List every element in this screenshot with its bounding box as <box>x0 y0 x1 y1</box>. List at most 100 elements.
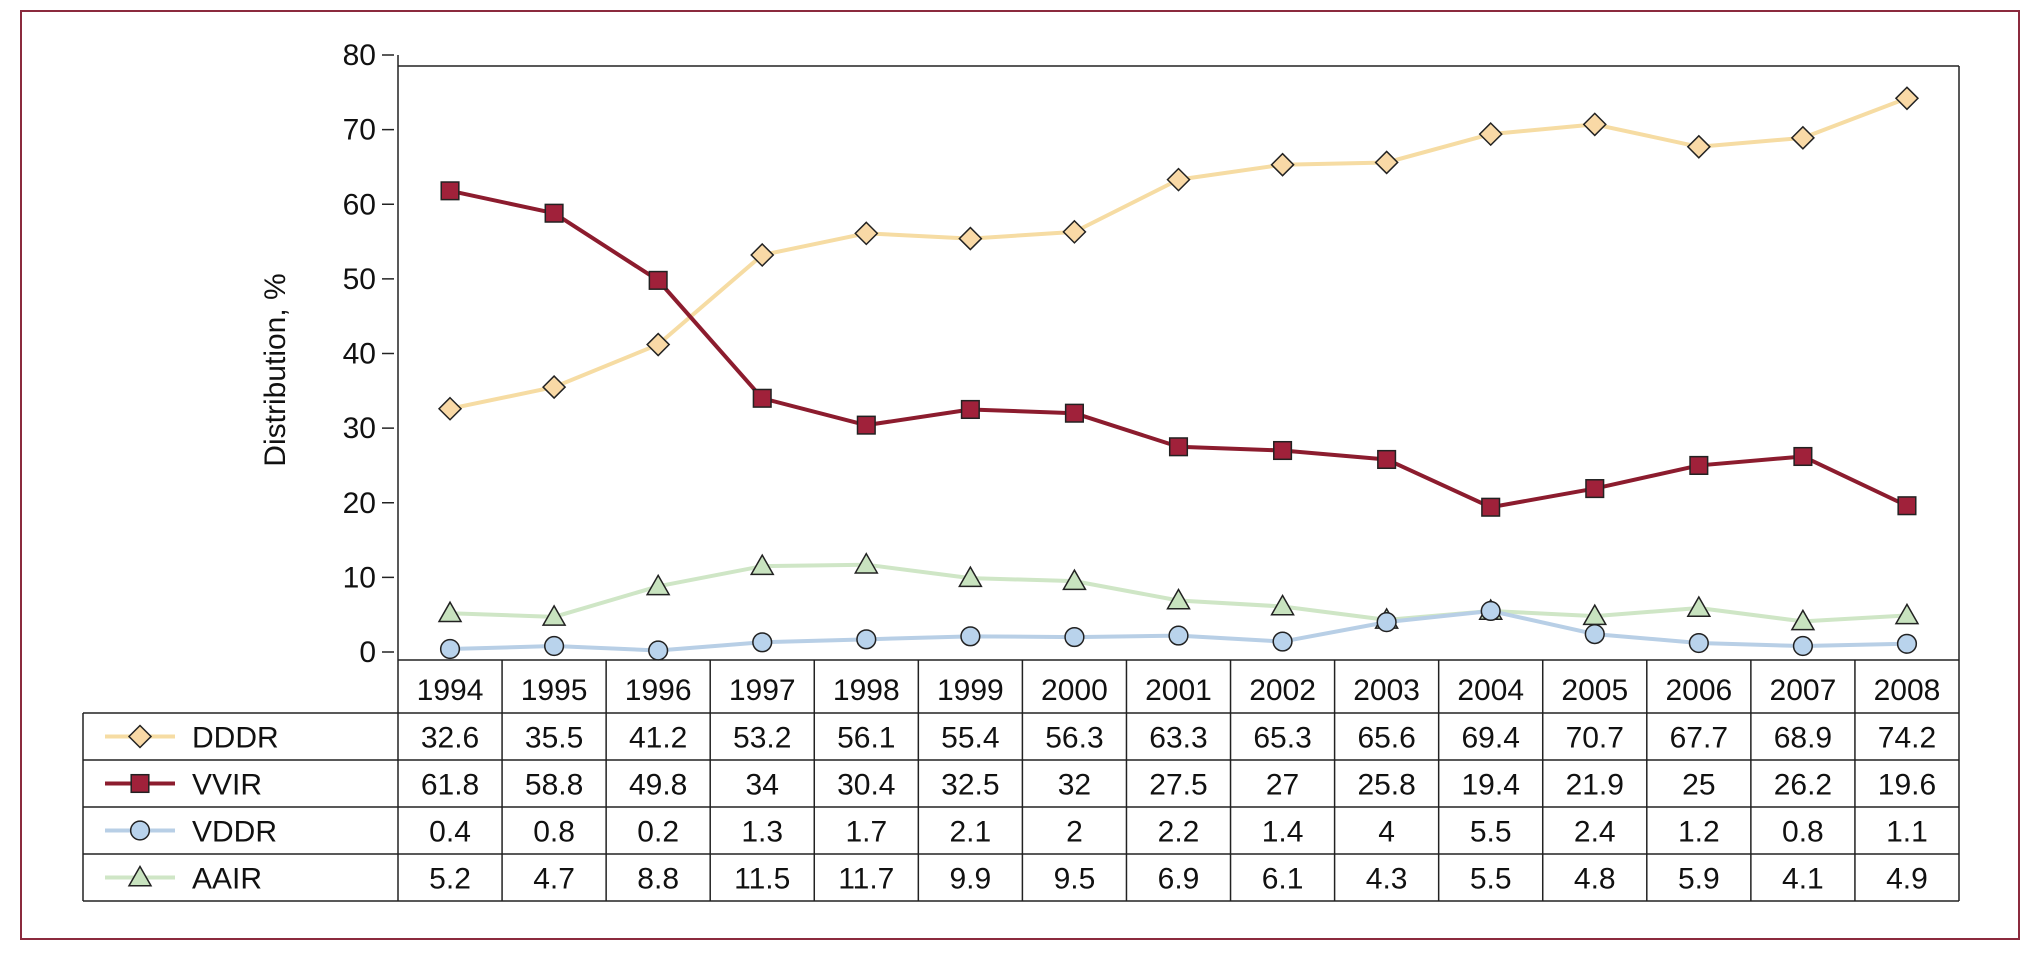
point-dddr-2004 <box>1478 122 1503 147</box>
point-vddr-1999 <box>960 626 981 647</box>
x-tick-label-1995: 1995 <box>521 674 588 707</box>
point-aair-1996 <box>645 573 671 596</box>
point-vddr-2002 <box>1272 631 1293 652</box>
point-aair-1995 <box>541 604 567 626</box>
point-vddr-1998 <box>856 629 877 650</box>
point-vddr-2000 <box>1064 626 1085 648</box>
data-label-aair-2002: 6.1 <box>1262 863 1304 896</box>
data-label-vddr-1997: 1.3 <box>741 816 783 849</box>
data-label-dddr-2003: 65.6 <box>1357 722 1415 755</box>
y-axis-label: Distribution, % <box>259 273 292 466</box>
y-tick-label-70: 70 <box>343 114 376 147</box>
data-label-vddr-1994: 0.4 <box>429 816 471 849</box>
point-dddr-1994 <box>437 396 463 421</box>
y-tick-label-40: 40 <box>343 338 376 371</box>
data-label-vvir-1999: 32.5 <box>941 769 999 802</box>
point-aair-1998 <box>854 552 879 574</box>
x-tick-label-2001: 2001 <box>1145 674 1212 707</box>
point-aair-2000 <box>1062 568 1087 591</box>
point-dddr-2008 <box>1894 86 1920 111</box>
y-tick-label-50: 50 <box>343 263 376 296</box>
data-label-vvir-2008: 19.6 <box>1878 769 1936 802</box>
point-vddr-2006 <box>1688 632 1709 654</box>
point-vddr-2005 <box>1584 623 1605 645</box>
x-tick-label-2008: 2008 <box>1874 674 1941 707</box>
data-label-vddr-2008: 1.1 <box>1886 816 1928 849</box>
data-label-vvir-2003: 25.8 <box>1357 769 1415 802</box>
legend-marker-dddr <box>127 724 153 749</box>
data-label-aair-1998: 11.7 <box>838 863 894 896</box>
series-markers <box>437 86 1920 661</box>
data-label-vddr-2003: 4 <box>1378 816 1395 849</box>
data-label-vvir-1995: 58.8 <box>525 769 583 802</box>
y-tick-label-0: 0 <box>359 636 376 669</box>
data-label-vddr-1999: 2.1 <box>950 816 992 849</box>
x-tick-label-2000: 2000 <box>1041 674 1108 707</box>
point-aair-2008 <box>1894 602 1920 625</box>
data-label-vvir-2000: 32 <box>1058 769 1091 802</box>
legend-label-aair: AAIR <box>192 863 262 896</box>
point-aair-2001 <box>1166 587 1191 610</box>
point-dddr-1997 <box>750 242 775 268</box>
y-tick-label-60: 60 <box>343 188 376 221</box>
point-dddr-2006 <box>1686 134 1711 159</box>
axes: 0 10 20 30 40 50 60 70 80 <box>343 39 1960 669</box>
data-label-dddr-2004: 69.4 <box>1462 722 1520 755</box>
point-vvir-2008 <box>1897 496 1917 516</box>
point-dddr-2007 <box>1790 125 1815 150</box>
data-label-vddr-1996: 0.2 <box>637 816 679 849</box>
point-aair-1994 <box>437 600 463 623</box>
data-label-aair-1996: 8.8 <box>637 863 679 896</box>
point-vddr-2008 <box>1896 633 1918 654</box>
point-aair-2002 <box>1270 593 1295 616</box>
data-label-vvir-2006: 25 <box>1682 769 1715 802</box>
data-label-vddr-2001: 2.2 <box>1158 816 1200 849</box>
data-label-vvir-2001: 27.5 <box>1149 769 1207 802</box>
legend-label-vddr: VDDR <box>192 816 277 849</box>
data-label-dddr-2008: 74.2 <box>1878 722 1936 755</box>
data-label-aair-1997: 11.5 <box>734 863 790 896</box>
point-vvir-2006 <box>1689 455 1709 475</box>
data-label-vvir-1994: 61.8 <box>421 769 479 802</box>
point-dddr-1996 <box>646 332 671 357</box>
data-label-aair-2008: 4.9 <box>1886 863 1928 896</box>
point-vvir-2007 <box>1793 446 1813 467</box>
data-label-aair-2003: 4.3 <box>1366 863 1408 896</box>
legend-marker-vvir <box>130 773 150 794</box>
point-vddr-1997 <box>752 632 773 653</box>
point-dddr-1999 <box>958 226 983 251</box>
point-dddr-2003 <box>1374 150 1399 175</box>
point-dddr-1995 <box>542 375 567 400</box>
data-table: 1994 1995 1996 1997 1998 1999 2000 2001 2002 2003… <box>82 659 1960 902</box>
data-label-dddr-2006: 67.7 <box>1670 722 1728 755</box>
series-line-vvir <box>449 188 1908 510</box>
point-vvir-2001 <box>1168 437 1189 457</box>
data-label-vddr-2000: 2 <box>1066 816 1083 849</box>
data-label-vddr-1998: 1.7 <box>845 816 887 849</box>
data-label-dddr-1995: 35.5 <box>525 722 583 755</box>
data-label-aair-2000: 9.5 <box>1054 863 1096 896</box>
point-vddr-2003 <box>1376 612 1397 633</box>
data-label-vddr-2007: 0.8 <box>1782 816 1824 849</box>
point-dddr-1998 <box>854 221 879 246</box>
point-vvir-2000 <box>1064 403 1084 423</box>
x-tick-label-2006: 2006 <box>1665 674 1732 707</box>
point-vvir-2003 <box>1377 449 1397 470</box>
data-label-aair-1999: 9.9 <box>950 863 992 896</box>
x-tick-label-2002: 2002 <box>1249 674 1316 707</box>
point-vvir-2005 <box>1585 479 1605 499</box>
point-dddr-2005 <box>1582 112 1607 137</box>
data-label-vddr-1995: 0.8 <box>533 816 575 849</box>
point-vvir-1999 <box>960 399 980 420</box>
x-tick-label-1998: 1998 <box>833 674 900 707</box>
legend-marker-vddr <box>129 820 151 841</box>
data-label-aair-2005: 4.8 <box>1574 863 1616 896</box>
point-vvir-1996 <box>648 270 668 290</box>
y-tick-label-80: 80 <box>343 39 376 72</box>
figure-frame <box>20 10 2020 940</box>
y-tick-label-10: 10 <box>343 561 376 594</box>
data-label-vvir-2005: 21.9 <box>1566 769 1624 802</box>
data-label-dddr-2001: 63.3 <box>1149 722 1207 755</box>
point-vddr-1995 <box>544 635 565 657</box>
legend-label-dddr: DDDR <box>192 722 279 755</box>
